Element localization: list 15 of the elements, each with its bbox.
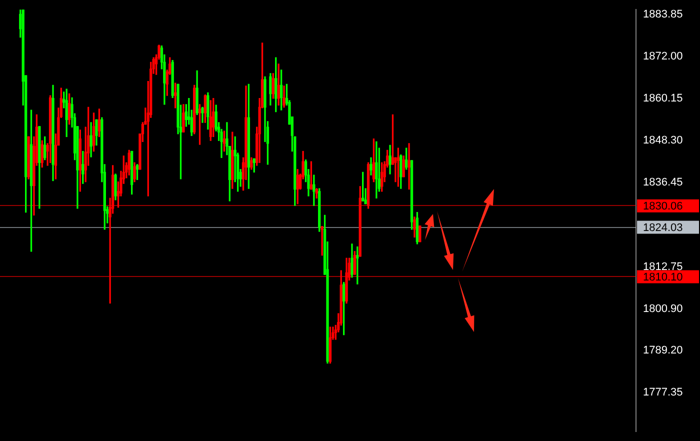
y-tick-label: 1800.90 [643,302,683,315]
ref-line-label: 1824.03 [643,222,683,234]
y-tick-label: 1860.15 [643,92,683,105]
candlestick [408,143,410,190]
candlestick [312,174,316,206]
ref-line-label: 1830.06 [643,200,683,212]
y-tick-label: 1812.75 [643,260,683,273]
y-tick-label: 1789.20 [643,344,683,356]
y-tick-label: 1777.35 [643,386,683,399]
ref-line-label: 1810.10 [643,271,683,284]
y-tick-label: 1848.30 [643,134,683,147]
y-tick-label: 1836.45 [643,176,683,189]
y-tick-label: 1883.85 [643,8,683,20]
y-tick-label: 1872.00 [643,50,683,62]
candlestick [320,226,324,256]
